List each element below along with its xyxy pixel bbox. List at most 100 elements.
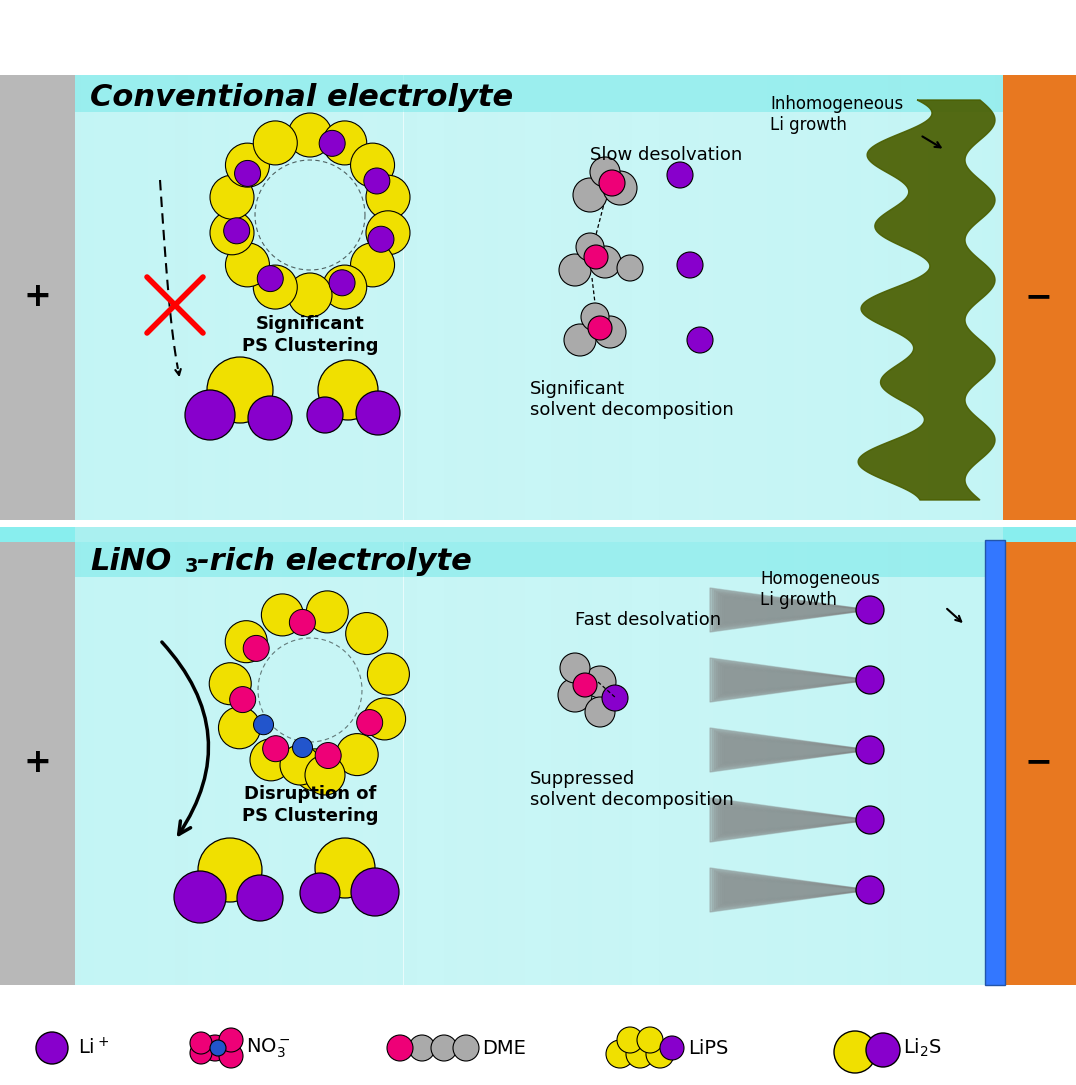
Bar [820,75,834,520]
Bar [174,75,188,520]
Polygon shape [710,797,870,842]
Polygon shape [720,735,870,765]
Bar [807,540,820,985]
Bar [766,540,780,985]
Bar [928,75,942,520]
Bar [538,540,552,985]
Bar [565,75,579,520]
Polygon shape [710,868,870,912]
Bar [242,75,256,520]
Bar [861,75,874,520]
Bar [161,75,175,520]
Text: −: − [1025,281,1053,314]
Bar [686,75,699,520]
Bar [0,1005,1076,1085]
Bar [228,540,242,985]
Bar [484,540,497,985]
Polygon shape [718,664,870,697]
Text: Inhomogeneous
Li growth: Inhomogeneous Li growth [770,95,903,133]
Circle shape [209,663,251,705]
Circle shape [237,875,283,921]
Bar [699,75,712,520]
Bar [41,540,54,985]
Text: Homogeneous
Li growth: Homogeneous Li growth [760,570,880,609]
Bar [336,75,350,520]
Bar [0,527,1076,542]
Circle shape [210,175,254,219]
Bar [363,75,377,520]
Circle shape [366,175,410,219]
Bar [632,540,646,985]
Bar [1009,540,1022,985]
Bar [174,540,188,985]
Bar [766,540,780,985]
Text: Li$^+$: Li$^+$ [77,1037,109,1059]
Bar [619,540,633,985]
Polygon shape [716,872,870,908]
Bar [404,75,416,520]
Bar [565,540,579,985]
Polygon shape [720,595,870,625]
Circle shape [210,1041,226,1056]
Bar [457,540,471,985]
Bar [364,75,377,520]
Bar [646,540,659,985]
Bar [54,540,68,985]
Bar [350,75,363,520]
Bar [807,540,820,985]
Circle shape [584,245,608,269]
Bar [633,540,646,985]
Bar [995,75,1009,520]
Bar [1035,540,1049,985]
Bar [672,75,686,520]
Bar [391,75,404,520]
Circle shape [856,876,884,904]
Bar [174,540,188,985]
Bar [81,75,95,520]
Bar [834,75,848,520]
Circle shape [307,397,343,433]
Bar [888,540,902,985]
Bar [310,540,323,985]
Bar [390,540,404,985]
Bar [202,540,215,985]
Bar [874,75,888,520]
Polygon shape [712,729,870,770]
Bar [1062,75,1076,520]
Bar [1049,540,1062,985]
Bar [793,540,807,985]
Bar [215,75,229,520]
Bar [134,75,147,520]
Circle shape [210,210,254,255]
Bar [1022,540,1035,985]
Bar [1049,75,1062,520]
Polygon shape [710,658,870,702]
Circle shape [367,653,409,695]
Bar [552,540,565,985]
Circle shape [366,210,410,255]
Circle shape [218,706,260,749]
Bar [256,540,269,985]
Circle shape [254,715,273,735]
Bar [726,75,740,520]
Polygon shape [712,589,870,630]
Bar [54,75,68,520]
Circle shape [856,596,884,624]
Circle shape [288,113,332,157]
Circle shape [856,736,884,764]
Bar [310,540,323,985]
Circle shape [323,265,367,309]
Bar [27,540,41,985]
Bar [942,75,955,520]
Bar [416,75,430,520]
Circle shape [247,396,292,441]
Bar [820,540,834,985]
Bar [242,75,255,520]
Circle shape [686,327,713,353]
Bar [296,540,310,985]
Circle shape [564,324,596,356]
Bar [712,540,726,985]
Text: Disruption of
PS Clustering: Disruption of PS Clustering [242,786,379,826]
Circle shape [626,1041,654,1068]
Bar [416,540,430,985]
